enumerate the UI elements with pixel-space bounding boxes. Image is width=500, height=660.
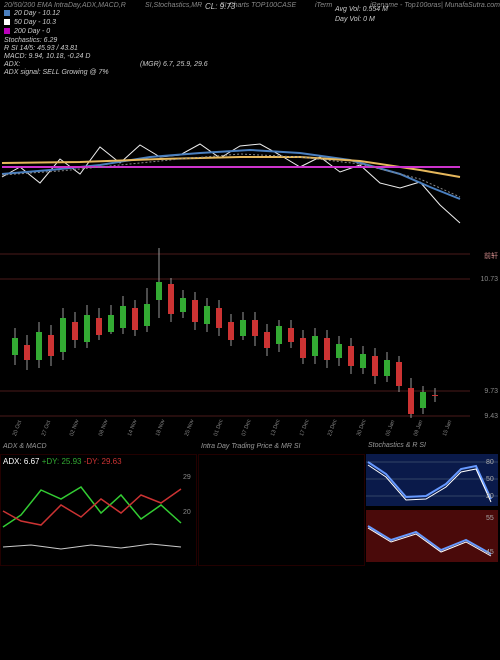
intraday-panel: Intra Day Trading Price & MR SI: [198, 454, 365, 566]
svg-text:20: 20: [183, 509, 191, 516]
chart-source: iRename - Top100oras| MunafaSutra.com: [370, 2, 500, 9]
candlestick-chart: [0, 240, 470, 435]
adx-label: ADX:: [4, 61, 20, 68]
ema50-legend: 50 Day - 10.3: [4, 19, 56, 26]
adx-macd-panel: ADX & MACD ADX: 6.67 +DY: 25.93 -DY: 29.…: [0, 454, 197, 566]
svg-text:20: 20: [486, 493, 494, 500]
svg-text:55: 55: [486, 515, 494, 522]
svg-text:29: 29: [183, 474, 191, 481]
svg-text:45: 45: [486, 549, 494, 556]
price-level-label: 9.73: [484, 388, 498, 395]
ema20-color-icon: [4, 10, 10, 16]
ema50-color-icon: [4, 19, 10, 25]
stochastics-label: Stochastics: 6.29: [4, 37, 57, 44]
price-level-label: 10.73: [480, 276, 498, 283]
rsi-label: R SI 14/5: 45.93 / 43.81: [4, 45, 78, 52]
chart-term: iTerm: [315, 2, 332, 9]
ema-price-chart: [0, 75, 470, 235]
ema200-text: 200 Day - 0: [14, 28, 50, 35]
ema200-legend: 200 Day - 0: [4, 28, 50, 35]
avg-vol-label: Avg Vol: 0.554 M: [335, 6, 388, 13]
adx-overlay-values: ADX: 6.67 +DY: 25.93 -DY: 29.63: [3, 457, 122, 466]
close-price-label: CL: 9.73: [205, 2, 235, 11]
stochastics-rsi-panel: Stochastics & R SI 805020 5545: [366, 454, 498, 564]
macd-label: MACD: 9.94, 10.18, -0.24 D: [4, 53, 90, 60]
stoch-panel-title: Stochastics & R SI: [368, 442, 426, 449]
ema50-text: 50 Day - 10.3: [14, 19, 56, 26]
adx-mgr-label: (MGR) 6.7, 25.9, 29.6: [140, 61, 208, 68]
ema200-color-icon: [4, 28, 10, 34]
adx-svg: 29 20: [1, 455, 196, 565]
ema20-legend: 20 Day - 10.12: [4, 10, 60, 17]
intraday-panel-title: Intra Day Trading Price & MR SI: [201, 443, 300, 450]
ema20-text: 20 Day - 10.12: [14, 10, 60, 17]
chart-subtitle-1: SI,Stochastics,MR: [145, 2, 202, 9]
svg-text:80: 80: [486, 459, 494, 466]
stoch-lower-svg: 55 45: [366, 510, 498, 562]
adx-panel-title: ADX & MACD: [3, 443, 47, 450]
svg-text:50: 50: [486, 476, 494, 483]
day-vol-label: Day Vol: 0 M: [335, 16, 375, 23]
price-level-label: 9.43: [484, 413, 498, 420]
price-level-label: 前轩: [484, 251, 498, 261]
stoch-upper-svg: 80 50 20: [366, 454, 498, 506]
chart-main-title: 20/50/200 EMA IntraDay,ADX,MACD,R: [4, 2, 126, 9]
